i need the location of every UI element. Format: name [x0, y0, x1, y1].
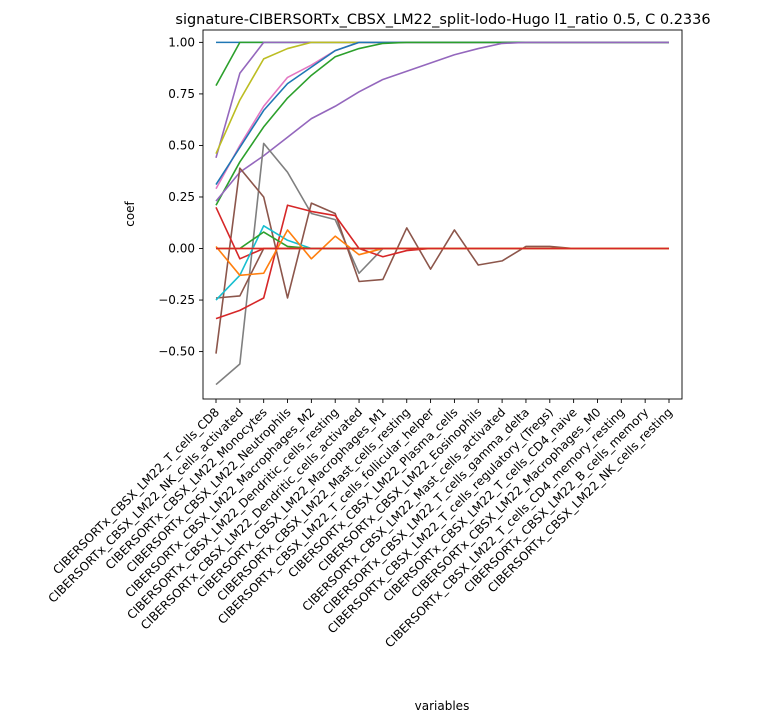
y-tick-label: −0.50 [158, 345, 195, 359]
series-line-5 [215, 41, 669, 186]
y-tick-label: 1.00 [168, 35, 195, 49]
x-axis: CIBERSORTx_CBSX_LM22_T_cells_CD8CIBERSOR… [46, 399, 675, 650]
series-line-7 [215, 41, 669, 202]
series-line-15 [215, 229, 669, 277]
plot-frame [202, 29, 683, 400]
y-tick-label: 0.50 [168, 138, 195, 152]
y-tick-label: −0.25 [158, 293, 195, 307]
series-line-1 [215, 41, 669, 87]
series-line-11 [215, 204, 669, 320]
y-axis: −0.50 −0.25 0.00 0.25 0.50 0.75 1.00 [158, 35, 203, 359]
chart-title: signature-CIBERSORTx_CBSX_LM22_split-lod… [175, 12, 710, 28]
series-line-12 [215, 206, 669, 260]
y-axis-label: coef [123, 200, 137, 226]
y-tick-label: 0.75 [168, 87, 195, 101]
series-line-6 [215, 41, 669, 206]
series-line-10 [215, 247, 669, 299]
series-line-14 [216, 231, 669, 250]
series-line-9 [215, 167, 669, 354]
x-axis-label: variables [415, 699, 470, 713]
y-tick-label: 0.25 [168, 190, 195, 204]
series-line-8 [215, 142, 669, 386]
series-layer [215, 41, 669, 386]
y-tick-label: 0.00 [168, 242, 195, 256]
